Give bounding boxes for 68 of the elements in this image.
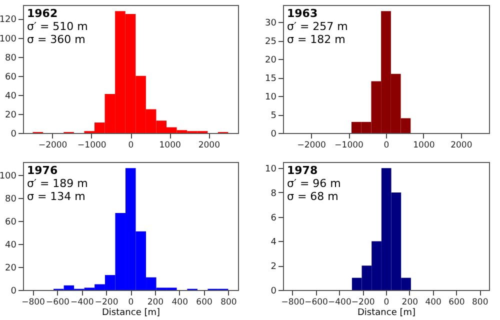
x-tick-label: 0: [128, 298, 134, 308]
x-tick-label: −800: [281, 298, 305, 308]
y-tick-label: 4: [270, 238, 277, 248]
y-tick-label: 40: [5, 240, 17, 250]
y-tick-label: 60: [5, 72, 17, 82]
y-tick-label: 120: [0, 15, 17, 26]
annotation: σ = 182 m: [287, 33, 346, 46]
x-tick-label: 800: [472, 298, 488, 308]
x-tick-label: −2000: [38, 140, 68, 150]
x-tick-label: 400: [425, 298, 442, 308]
x-tick-label: 1000: [413, 140, 435, 150]
chart-title: 1976: [27, 164, 58, 177]
y-tick-label: 10: [265, 92, 277, 103]
y-tick-label: 0: [10, 130, 17, 140]
y-tick-label: 80: [5, 194, 17, 204]
annotation: σ′ = 257 m: [287, 20, 348, 33]
x-tick-label: −200: [351, 298, 375, 308]
x-tick-label: 200: [147, 298, 164, 308]
y-tick-label: 80: [5, 53, 17, 64]
x-tick-label: −2000: [297, 140, 326, 150]
x-tick-label: 1000: [159, 140, 181, 150]
y-tick-label: 8: [270, 188, 277, 199]
x-tick-label: 200: [402, 298, 418, 308]
x-tick-label: 0: [384, 140, 390, 150]
y-tick-label: 60: [5, 217, 17, 228]
y-tick-label: 0: [270, 286, 277, 296]
x-tick-label: −400: [328, 298, 352, 308]
x-tick-label: −200: [94, 298, 118, 308]
annotation: σ′ = 510 m: [27, 20, 88, 33]
x-axis-title: Distance [m]: [357, 308, 416, 318]
annotation: σ′ = 96 m: [287, 177, 341, 190]
annotation: σ = 134 m: [27, 190, 86, 203]
x-tick-label: −600: [46, 298, 70, 308]
chart-title: 1962: [27, 7, 58, 20]
y-tick-label: 2: [270, 262, 276, 272]
annotation: σ = 68 m: [287, 190, 338, 203]
y-tick-label: 0: [10, 286, 17, 296]
x-tick-label: 2000: [450, 140, 472, 150]
x-tick-label: −400: [70, 298, 94, 308]
x-tick-label: −800: [22, 298, 45, 308]
y-tick-label: 5: [270, 111, 276, 122]
x-tick-label: 800: [220, 298, 237, 308]
x-tick-label: 600: [196, 298, 212, 308]
x-tick-label: −600: [304, 298, 328, 308]
chart-title: 1963: [287, 7, 318, 20]
x-tick-label: −1000: [78, 140, 106, 150]
y-tick-label: 40: [5, 91, 17, 102]
y-tick-label: 15: [265, 74, 276, 84]
x-tick-label: −1000: [334, 140, 364, 150]
annotation: σ′ = 189 m: [27, 177, 88, 190]
x-tick-label: 400: [172, 298, 188, 308]
y-tick-label: 30: [265, 18, 277, 29]
y-tick-label: 100: [0, 34, 17, 44]
x-tick-label: 2000: [198, 140, 220, 150]
y-tick-label: 0: [270, 130, 277, 140]
y-tick-label: 6: [270, 213, 277, 224]
y-tick-label: 100: [0, 171, 17, 182]
x-tick-label: 0: [128, 140, 134, 150]
annotation: σ = 360 m: [27, 33, 86, 46]
y-tick-label: 20: [5, 110, 17, 120]
x-axis-title: Distance [m]: [102, 308, 160, 318]
x-tick-label: 0: [384, 298, 390, 308]
x-tick-label: 600: [448, 298, 465, 308]
y-tick-label: 10: [265, 164, 277, 175]
chart-title: 1978: [287, 164, 318, 177]
y-tick-label: 25: [265, 37, 276, 48]
y-tick-label: 20: [265, 56, 277, 66]
y-tick-label: 20: [5, 264, 17, 274]
